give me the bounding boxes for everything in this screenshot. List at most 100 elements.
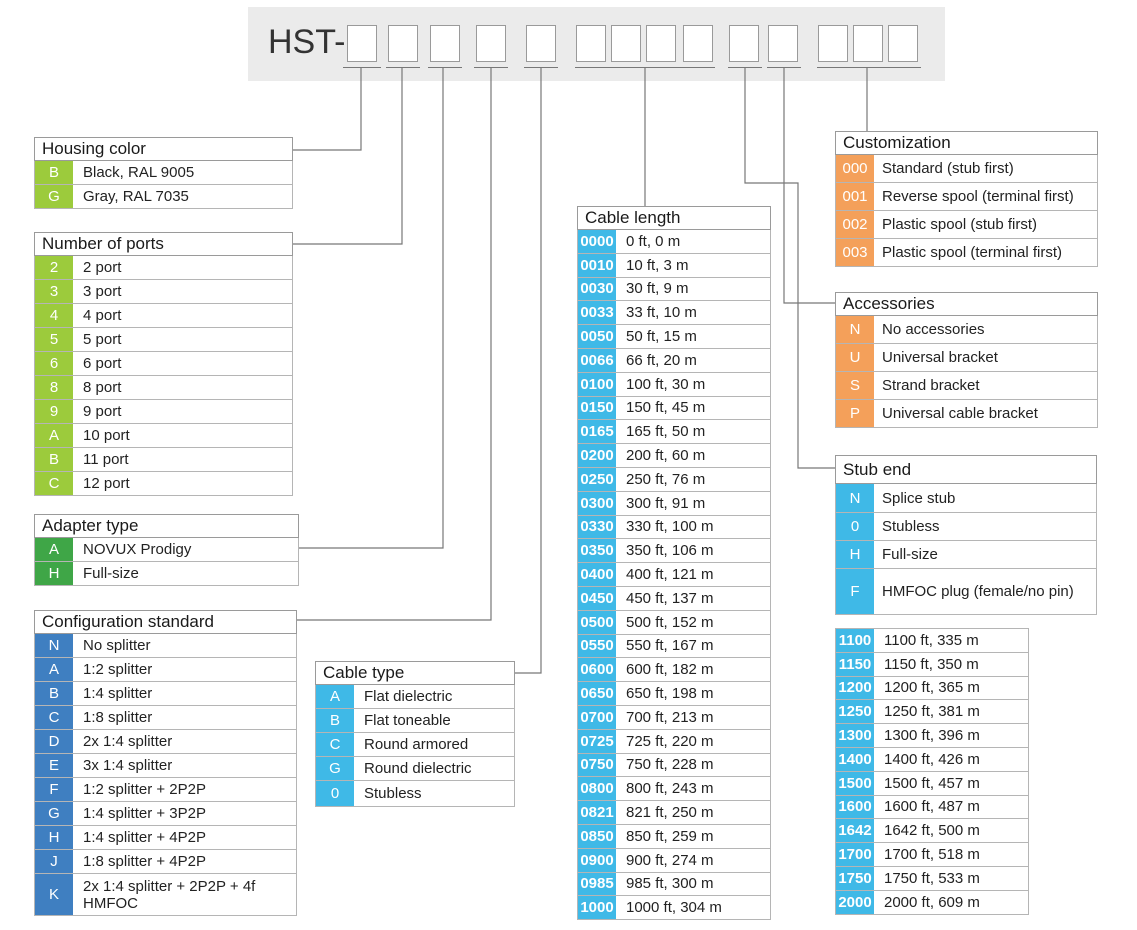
connector-ports (293, 67, 403, 245)
option-code: E (35, 754, 73, 777)
option-code: F (836, 569, 874, 614)
option-code: 0066 (578, 348, 616, 372)
option-label: 50 ft, 15 m (616, 325, 770, 348)
option-label: 2 port (73, 256, 292, 279)
option-label: 10 port (73, 424, 292, 447)
option-label: 300 ft, 91 m (616, 491, 770, 515)
table-row: 0000 0 ft, 0 m (577, 230, 771, 254)
table-row: 0050 50 ft, 15 m (577, 325, 771, 349)
option-label: 4 port (73, 304, 292, 327)
option-label: 850 ft, 259 m (616, 824, 770, 848)
table-row: 0900 900 ft, 274 m (577, 848, 771, 873)
table-row: 1250 1250 ft, 381 m (835, 700, 1029, 725)
table-row: 000 Standard (stub first) (835, 155, 1098, 183)
cable-length-title: Cable length (577, 206, 771, 230)
option-label: 1150 ft, 350 m (874, 652, 1028, 676)
table-row: 001 Reverse spool (terminal first) (835, 183, 1098, 211)
option-label: HMFOC plug (female/no pin) (874, 569, 1096, 614)
option-label: 550 ft, 167 m (616, 634, 770, 658)
option-code: H (836, 541, 874, 568)
option-label: Stubless (874, 513, 1096, 540)
table-row: 0200 200 ft, 60 m (577, 444, 771, 468)
option-code: 0400 (578, 563, 616, 586)
table-row: 0100 100 ft, 30 m (577, 372, 771, 397)
stub-end-table: Stub end N Splice stub 0 Stubless H Full-si… (835, 455, 1097, 615)
number-of-ports-title: Number of ports (34, 232, 293, 256)
option-code: 0100 (578, 372, 616, 396)
digit-box-adapter-type (430, 25, 460, 62)
table-row: B 1:4 splitter (34, 682, 297, 706)
option-code: J (35, 850, 73, 873)
table-row: G 1:4 splitter + 3P2P (34, 802, 297, 826)
digit-box-length-2 (611, 25, 641, 62)
table-row: H Full-size (835, 541, 1097, 569)
option-label: 330 ft, 100 m (616, 515, 770, 539)
table-row: 0500 500 ft, 152 m (577, 610, 771, 635)
option-code: C (316, 733, 354, 756)
option-code: 0725 (578, 729, 616, 753)
option-code: F (35, 778, 73, 801)
option-label: Gray, RAL 7035 (73, 185, 292, 208)
option-label: Full-size (874, 541, 1096, 568)
table-row: C 1:8 splitter (34, 706, 297, 730)
option-code: 003 (836, 239, 874, 266)
option-code: G (316, 757, 354, 780)
table-row: 0165 165 ft, 50 m (577, 420, 771, 445)
table-row: 0850 850 ft, 259 m (577, 824, 771, 849)
table-row: A 1:2 splitter (34, 658, 297, 682)
housing-color-table: Housing color B Black, RAL 9005 G Gray, RA… (34, 137, 293, 209)
option-code: 0150 (578, 396, 616, 420)
digit-box-custom-2 (853, 25, 883, 62)
option-label: 1200 ft, 365 m (874, 676, 1028, 700)
option-code: 000 (836, 155, 874, 182)
option-label: 1:2 splitter + 2P2P (73, 778, 296, 801)
table-row: 0821 821 ft, 250 m (577, 801, 771, 825)
option-code: 1750 (836, 866, 874, 890)
table-row: 0300 300 ft, 91 m (577, 491, 771, 516)
table-row: 0800 800 ft, 243 m (577, 777, 771, 802)
option-code: S (836, 372, 874, 399)
option-label: 1750 ft, 533 m (874, 866, 1028, 890)
option-code: 0033 (578, 301, 616, 325)
table-row: 1150 1150 ft, 350 m (835, 652, 1029, 677)
underline-ports (386, 67, 420, 68)
table-row: 0650 650 ft, 198 m (577, 682, 771, 706)
option-label: Full-size (73, 562, 298, 585)
table-row: 0330 330 ft, 100 m (577, 515, 771, 540)
option-label: Splice stub (874, 484, 1096, 512)
option-code: G (35, 185, 73, 208)
option-label: 1100 ft, 335 m (874, 629, 1028, 652)
table-row: 1100 1100 ft, 335 m (835, 629, 1029, 653)
table-row: 0066 66 ft, 20 m (577, 348, 771, 373)
table-row: N Splice stub (835, 484, 1097, 513)
option-code: 002 (836, 211, 874, 238)
option-code: 0 (316, 781, 354, 806)
option-code: P (836, 400, 874, 427)
customization-title: Customization (835, 131, 1098, 155)
option-code: 0600 (578, 658, 616, 682)
table-row: 1600 1600 ft, 487 m (835, 795, 1029, 820)
table-row: A 10 port (34, 424, 293, 448)
cable-type-table: Cable type A Flat dielectric B Flat toneab… (315, 661, 515, 807)
option-label: 1:4 splitter + 4P2P (73, 826, 296, 849)
option-label: 700 ft, 213 m (616, 705, 770, 729)
adapter-type-title: Adapter type (34, 514, 299, 538)
table-row: 0150 150 ft, 45 m (577, 396, 771, 421)
option-label: 1250 ft, 381 m (874, 700, 1028, 724)
option-label: 350 ft, 106 m (616, 539, 770, 563)
cable-type-title: Cable type (315, 661, 515, 685)
connector-cable-type (515, 67, 542, 674)
option-label: 150 ft, 45 m (616, 396, 770, 420)
option-code: 2000 (836, 890, 874, 914)
table-row: E 3x 1:4 splitter (34, 754, 297, 778)
option-code: 0450 (578, 586, 616, 610)
option-code: 0050 (578, 325, 616, 348)
table-row: C 12 port (34, 472, 293, 496)
option-label: 66 ft, 20 m (616, 348, 770, 372)
option-code: A (35, 424, 73, 447)
table-row: B Flat toneable (315, 709, 515, 733)
option-code: H (35, 562, 73, 585)
